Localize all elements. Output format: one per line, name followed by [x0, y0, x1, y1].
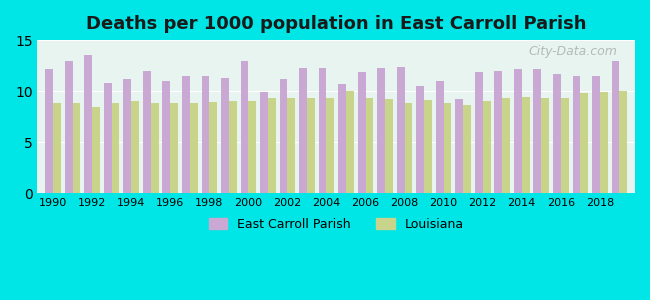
- Bar: [463, 106, 471, 193]
- Bar: [541, 98, 549, 193]
- Bar: [162, 81, 170, 193]
- Bar: [240, 61, 248, 193]
- Bar: [131, 101, 139, 193]
- Bar: [338, 84, 346, 193]
- Bar: [268, 98, 276, 193]
- Bar: [326, 98, 334, 193]
- Bar: [612, 61, 619, 193]
- Bar: [112, 103, 120, 193]
- Bar: [307, 98, 315, 193]
- Bar: [385, 99, 393, 193]
- Bar: [580, 93, 588, 193]
- Bar: [182, 76, 190, 193]
- Bar: [522, 97, 530, 193]
- Bar: [534, 69, 541, 193]
- Bar: [104, 83, 112, 193]
- Bar: [209, 102, 217, 193]
- Bar: [299, 68, 307, 193]
- Bar: [495, 71, 502, 193]
- Bar: [444, 103, 452, 193]
- Bar: [318, 68, 326, 193]
- Bar: [346, 91, 354, 193]
- Bar: [280, 79, 287, 193]
- Bar: [424, 100, 432, 193]
- Bar: [151, 103, 159, 193]
- Bar: [456, 99, 463, 193]
- Bar: [377, 68, 385, 193]
- Bar: [553, 74, 561, 193]
- Bar: [475, 72, 483, 193]
- Bar: [573, 76, 580, 193]
- Bar: [73, 103, 81, 193]
- Bar: [287, 98, 295, 193]
- Bar: [396, 67, 404, 193]
- Bar: [124, 79, 131, 193]
- Bar: [190, 103, 198, 193]
- Bar: [592, 76, 600, 193]
- Legend: East Carroll Parish, Louisiana: East Carroll Parish, Louisiana: [203, 213, 469, 236]
- Bar: [84, 56, 92, 193]
- Bar: [600, 92, 608, 193]
- Bar: [170, 103, 178, 193]
- Bar: [365, 98, 373, 193]
- Bar: [514, 69, 522, 193]
- Bar: [248, 101, 256, 193]
- Bar: [416, 86, 424, 193]
- Bar: [229, 101, 237, 193]
- Bar: [143, 71, 151, 193]
- Bar: [404, 103, 412, 193]
- Bar: [221, 78, 229, 193]
- Bar: [436, 81, 444, 193]
- Bar: [46, 69, 53, 193]
- Bar: [358, 72, 365, 193]
- Title: Deaths per 1000 population in East Carroll Parish: Deaths per 1000 population in East Carro…: [86, 15, 586, 33]
- Bar: [92, 106, 100, 193]
- Bar: [619, 91, 627, 193]
- Bar: [502, 98, 510, 193]
- Bar: [202, 76, 209, 193]
- Bar: [65, 61, 73, 193]
- Bar: [260, 92, 268, 193]
- Bar: [53, 103, 61, 193]
- Text: City-Data.com: City-Data.com: [528, 45, 617, 58]
- Bar: [561, 98, 569, 193]
- Bar: [483, 101, 491, 193]
